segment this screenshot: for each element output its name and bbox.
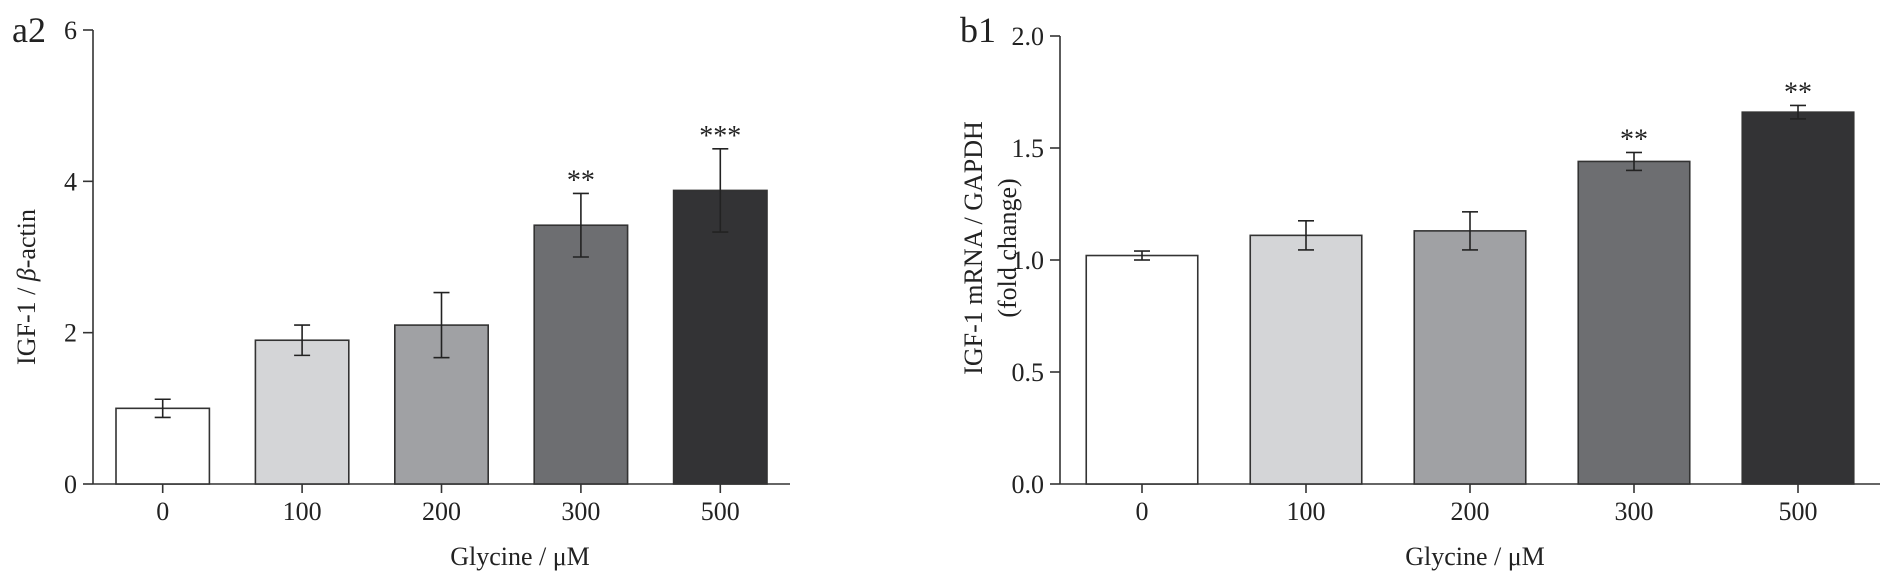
x-tick-label-b1: 200 [1451, 497, 1490, 526]
significance-label-b1: ** [1784, 77, 1812, 108]
y-axis-label-a2-suffix: -actin [12, 209, 41, 268]
y-axis-label-a2-symbol: β [12, 268, 41, 282]
bar-a2 [254, 339, 350, 485]
x-tick-label-a2: 200 [422, 497, 461, 526]
y-tick-label-a2: 2 [64, 319, 77, 348]
bar-a2 [533, 224, 629, 485]
y-axis-label-a2-prefix: IGF-1 / [12, 281, 41, 365]
x-tick-label-a2: 0 [156, 497, 169, 526]
x-tick-label-b1: 0 [1136, 497, 1149, 526]
significance-label-a2: *** [699, 121, 741, 152]
bar-b1 [1413, 230, 1527, 485]
x-tick-label-b1: 100 [1287, 497, 1326, 526]
y-axis-label-b1-line2: (fold change) [993, 178, 1022, 317]
x-axis-label-a2: Glycine / μM [450, 542, 590, 571]
x-tick-label-b1: 500 [1779, 497, 1818, 526]
x-tick-label-b1: 300 [1615, 497, 1654, 526]
y-tick-label-b1: 0.0 [1012, 470, 1045, 499]
panel-label-a2: a2 [12, 10, 46, 50]
x-tick-label-a2: 500 [701, 497, 740, 526]
significance-label-a2: ** [567, 165, 595, 196]
y-tick-label-b1: 1.5 [1012, 134, 1045, 163]
y-axis-label-b1: IGF-1 mRNA / GAPDH [959, 121, 988, 375]
chart-b1: b1 Glycine / μM IGF-1 mRNA / GAPDH (fold… [959, 10, 1880, 571]
y-tick-label-b1: 1.0 [1012, 246, 1045, 275]
y-axis-label-a2: IGF-1 / β-actin [12, 209, 41, 365]
bar-b1 [1085, 254, 1199, 485]
bar-b1 [1741, 111, 1855, 485]
bar-b1 [1577, 160, 1691, 485]
y-tick-label-b1: 0.5 [1012, 358, 1045, 387]
bar-a2 [115, 407, 211, 485]
chart-a2: a2 Glycine / μM IGF-1 / β-actin 0 2 4 6 0 100… [12, 10, 790, 571]
x-tick-label-a2: 300 [561, 497, 600, 526]
bar-a2 [672, 189, 768, 485]
significance-label-b1: ** [1620, 124, 1648, 155]
panel-label-b1: b1 [960, 10, 996, 50]
x-axis-label-b1: Glycine / μM [1405, 542, 1545, 571]
y-tick-label-a2: 0 [64, 470, 77, 499]
x-tick-label-a2: 100 [283, 497, 322, 526]
y-tick-label-b1: 2.0 [1012, 22, 1045, 51]
bar-b1 [1249, 234, 1363, 485]
y-tick-label-a2: 4 [64, 167, 77, 196]
y-tick-label-a2: 6 [64, 16, 77, 45]
